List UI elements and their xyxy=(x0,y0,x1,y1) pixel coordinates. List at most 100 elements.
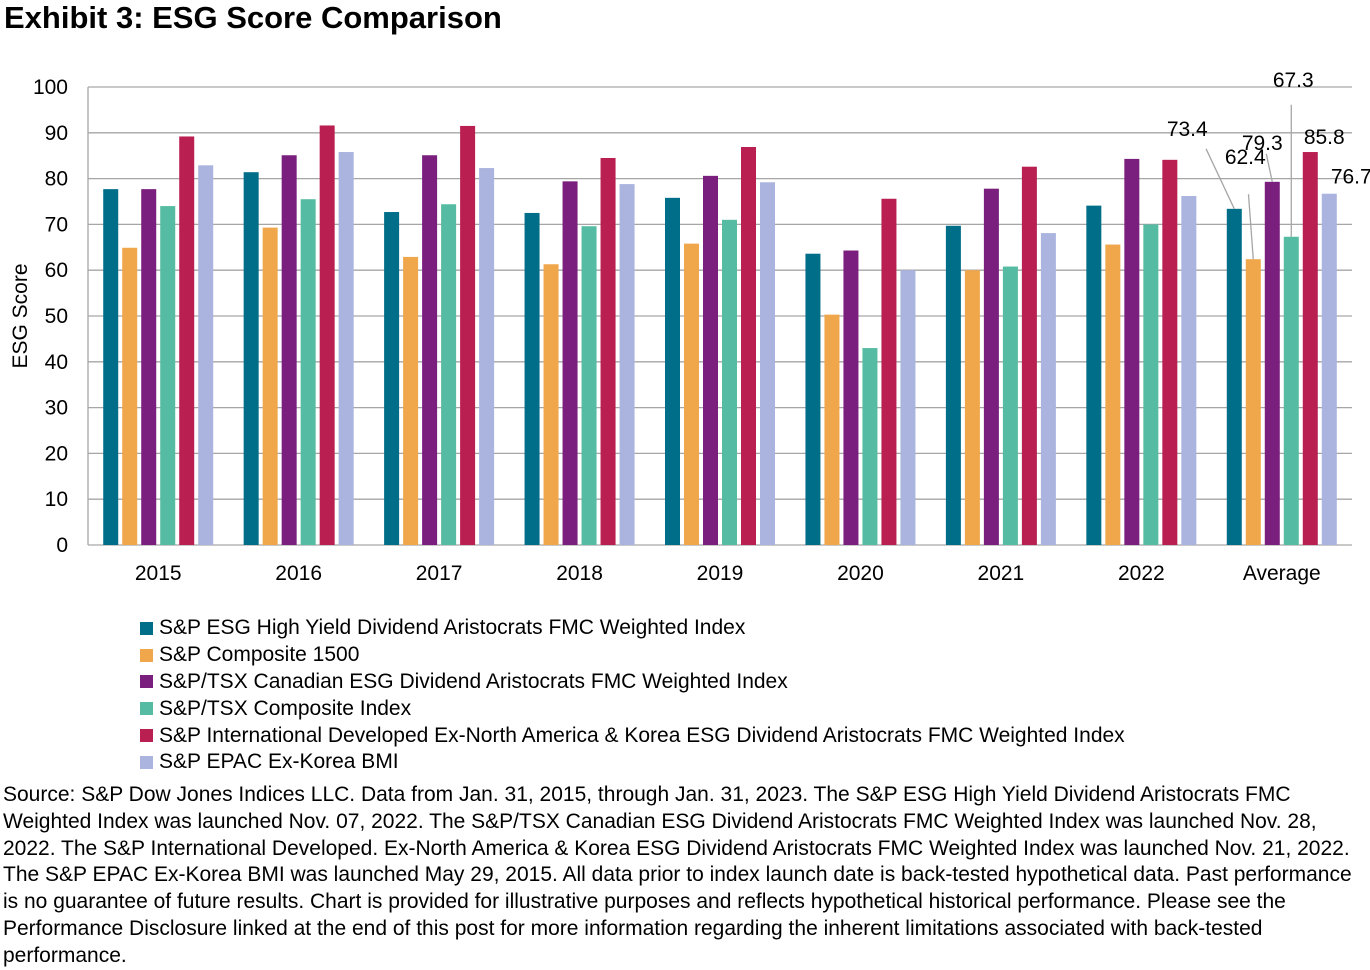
bar-2021-series-2 xyxy=(964,270,980,545)
bar-2015-series-4 xyxy=(160,206,176,545)
bar-2018-series-3 xyxy=(562,181,578,545)
y-tick-label: 60 xyxy=(45,259,68,282)
y-tick-label: 100 xyxy=(33,76,68,99)
x-tick-label: 2020 xyxy=(837,562,884,585)
bar-2022-series-4 xyxy=(1143,224,1159,545)
bar-2016-series-4 xyxy=(300,199,316,545)
bar-2016-series-5 xyxy=(319,125,335,546)
bar-2017-series-2 xyxy=(403,256,419,545)
source-note: Source: S&P Dow Jones Indices LLC. Data … xyxy=(3,783,1352,967)
chart-title: Exhibit 3: ESG Score Comparison xyxy=(4,0,502,35)
legend-label: S&P/TSX Composite Index xyxy=(159,696,412,720)
bar-2016-series-2 xyxy=(262,227,278,545)
bar-average-series-5 xyxy=(1302,152,1318,545)
y-tick-label: 40 xyxy=(45,351,68,374)
bar-2018-series-2 xyxy=(543,264,559,545)
bar-2016-series-3 xyxy=(281,155,297,545)
bar-2017-series-3 xyxy=(422,155,438,545)
legend-item: S&P International Developed Ex-North Ame… xyxy=(140,722,1125,749)
y-axis-ticks: 0 10 20 30 40 50 60 70 80 90 100 xyxy=(33,76,68,557)
x-tick-label: 2021 xyxy=(978,562,1025,585)
y-tick-label: 90 xyxy=(45,122,68,145)
bar-2017-series-1 xyxy=(384,212,400,545)
data-label: 67.3 xyxy=(1273,69,1314,92)
bar-2022-series-1 xyxy=(1086,205,1102,545)
x-tick-label: 2015 xyxy=(135,562,182,585)
y-tick-label: 80 xyxy=(45,168,68,191)
legend: S&P ESG High Yield Dividend Aristocrats … xyxy=(140,615,1125,776)
bar-2018-series-1 xyxy=(524,212,540,545)
legend-item: S&P Composite 1500 xyxy=(140,642,1125,669)
bar-2020-series-4 xyxy=(862,348,878,545)
bar-2018-series-4 xyxy=(581,226,597,545)
bar-average-series-6 xyxy=(1321,193,1337,546)
bar-average-series-2 xyxy=(1245,259,1261,545)
bar-2021-series-1 xyxy=(945,225,961,546)
bar-2018-series-5 xyxy=(600,157,616,546)
bar-2015-series-3 xyxy=(141,189,157,545)
bar-2020-series-3 xyxy=(843,250,859,546)
bar-2022-series-3 xyxy=(1124,158,1140,545)
x-tick-label: 2019 xyxy=(697,562,744,585)
bar-2019-series-1 xyxy=(665,197,680,545)
data-label: 79.3 xyxy=(1242,132,1283,155)
x-tick-label: 2018 xyxy=(556,562,603,585)
legend-label: S&P Composite 1500 xyxy=(159,643,360,667)
bar-2022-series-5 xyxy=(1162,159,1178,545)
bar-2020-series-2 xyxy=(824,314,840,545)
leader-line xyxy=(1247,194,1254,260)
leader-line xyxy=(1265,153,1273,182)
y-tick-label: 30 xyxy=(45,397,68,420)
bar-2020-series-6 xyxy=(900,270,916,545)
bar-2020-series-1 xyxy=(805,253,821,545)
bar-average-series-4 xyxy=(1283,236,1299,546)
legend-label: S&P ESG High Yield Dividend Aristocrats … xyxy=(159,616,746,640)
y-tick-label: 70 xyxy=(45,213,68,236)
gridlines xyxy=(87,86,1352,546)
bar-2015-series-6 xyxy=(198,165,214,545)
x-tick-label: 2017 xyxy=(416,562,463,585)
bar-2021-series-4 xyxy=(1002,266,1018,545)
legend-swatch xyxy=(140,729,153,743)
data-label: 76.7 xyxy=(1331,166,1370,189)
y-tick-label: 0 xyxy=(56,534,68,557)
y-tick-label: 20 xyxy=(45,442,68,465)
bar-chart: 0 10 20 30 40 50 60 70 80 90 100 2015 2016 2017 2018 2… xyxy=(9,69,1370,585)
legend-label: S&P International Developed Ex-North Ame… xyxy=(159,723,1125,747)
bar-2021-series-6 xyxy=(1040,233,1056,546)
legend-swatch xyxy=(140,648,153,662)
data-label: 85.8 xyxy=(1304,126,1345,149)
bar-average-series-3 xyxy=(1264,181,1280,545)
legend-swatch xyxy=(140,702,153,716)
bar-2019-series-4 xyxy=(722,219,737,545)
data-label: 62.4 xyxy=(1225,146,1266,169)
data-label: 73.4 xyxy=(1167,118,1208,141)
bar-2016-series-1 xyxy=(243,172,259,546)
legend-swatch xyxy=(140,621,153,635)
bar-2019-series-2 xyxy=(684,243,699,546)
x-tick-label: 2022 xyxy=(1118,562,1165,585)
bar-2019-series-6 xyxy=(760,182,775,545)
legend-item: S&P/TSX Composite Index xyxy=(140,695,1125,722)
bar-2022-series-2 xyxy=(1105,244,1121,545)
legend-item: S&P/TSX Canadian ESG Dividend Aristocrat… xyxy=(140,669,1125,696)
legend-label: S&P/TSX Canadian ESG Dividend Aristocrat… xyxy=(159,669,788,693)
bar-2021-series-5 xyxy=(1021,166,1037,545)
bar-2016-series-6 xyxy=(338,152,354,545)
y-tick-label: 10 xyxy=(45,488,68,511)
bar-2015-series-1 xyxy=(103,189,119,545)
x-tick-label: Average xyxy=(1243,562,1321,585)
legend-item: S&P EPAC Ex-Korea BMI xyxy=(140,749,1125,776)
legend-label: S&P EPAC Ex-Korea BMI xyxy=(159,750,399,774)
legend-swatch xyxy=(140,755,153,769)
bar-2017-series-5 xyxy=(460,125,476,546)
bar-2018-series-6 xyxy=(619,184,635,545)
y-tick-label: 50 xyxy=(45,305,68,328)
legend-swatch xyxy=(140,675,153,689)
bar-2019-series-3 xyxy=(703,175,718,546)
bar-2017-series-4 xyxy=(441,204,457,546)
bar-2021-series-3 xyxy=(983,188,999,545)
legend-item: S&P ESG High Yield Dividend Aristocrats … xyxy=(140,615,1125,642)
x-tick-label: 2016 xyxy=(275,562,322,585)
bar-2015-series-5 xyxy=(179,136,195,546)
